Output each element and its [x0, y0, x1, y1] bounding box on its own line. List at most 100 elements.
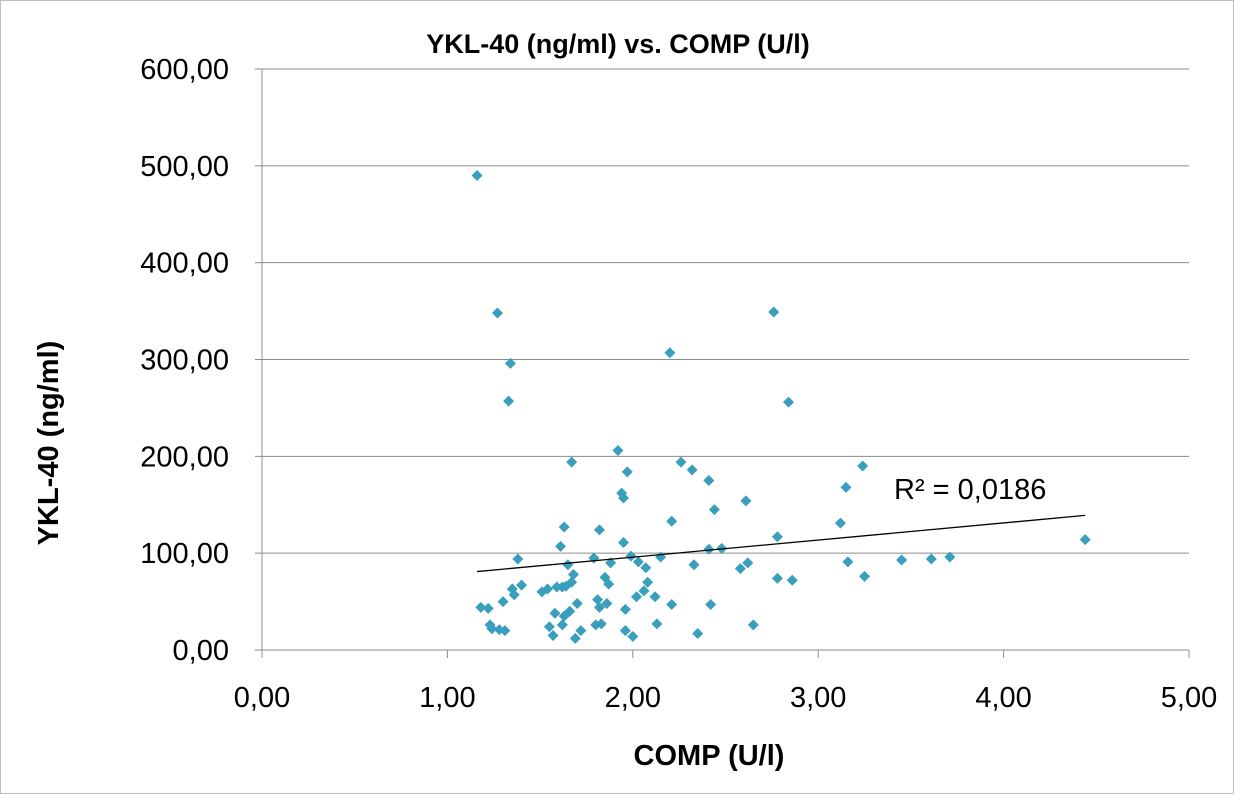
- data-point: [703, 543, 715, 555]
- x-tick-label: 3,00: [790, 682, 846, 714]
- x-tick-label: 4,00: [975, 682, 1031, 714]
- data-point: [666, 598, 678, 610]
- data-point: [747, 619, 759, 631]
- data-point: [475, 601, 487, 613]
- data-point: [575, 625, 587, 637]
- y-axis-title: YKL-40 (ng/ml): [33, 341, 65, 546]
- y-tick-label: 100,00: [140, 538, 229, 570]
- data-point: [592, 594, 604, 606]
- x-tick-label: 1,00: [419, 682, 475, 714]
- data-point: [554, 540, 566, 552]
- data-point: [786, 574, 798, 586]
- data-point: [603, 578, 615, 590]
- data-point: [542, 583, 554, 595]
- y-tick-label: 300,00: [140, 345, 229, 377]
- data-point: [558, 521, 570, 533]
- data-point: [564, 605, 576, 617]
- data-point: [666, 515, 678, 527]
- data-point: [556, 619, 568, 631]
- data-point: [549, 607, 561, 619]
- x-ticks: 0,00 1,00 2,00 3,00 4,00 5,00: [234, 650, 1217, 714]
- data-point: [638, 585, 650, 597]
- data-point: [508, 589, 520, 601]
- data-point: [632, 556, 644, 568]
- data-point: [859, 570, 871, 582]
- data-point: [571, 598, 583, 610]
- y-tick-label: 500,00: [140, 151, 229, 183]
- r-squared-label: R² = 0,0186: [894, 474, 1046, 506]
- x-axis-title: COMP (U/l): [634, 740, 785, 772]
- data-point: [512, 553, 524, 565]
- data-point: [675, 456, 687, 468]
- data-point: [742, 557, 754, 569]
- data-point: [625, 550, 637, 562]
- data-point: [618, 492, 630, 504]
- data-point: [497, 596, 509, 608]
- data-point: [566, 456, 578, 468]
- data-point: [631, 591, 643, 603]
- data-point: [562, 559, 574, 571]
- data-point: [471, 170, 483, 182]
- data-point: [547, 629, 559, 641]
- data-point: [593, 524, 605, 536]
- data-point: [842, 556, 854, 568]
- x-tick-label: 0,00: [234, 682, 290, 714]
- data-point: [499, 625, 511, 637]
- data-point: [896, 554, 908, 566]
- data-point: [491, 307, 503, 319]
- data-point: [618, 537, 630, 549]
- data-point: [686, 464, 698, 476]
- data-point: [588, 552, 600, 564]
- data-point: [705, 598, 717, 610]
- data-point: [595, 618, 607, 630]
- data-point: [771, 572, 783, 584]
- y-tick-label: 400,00: [140, 248, 229, 280]
- data-point: [649, 591, 661, 603]
- data-point: [1079, 534, 1091, 546]
- data-point: [619, 625, 631, 637]
- data-point: [834, 517, 846, 529]
- data-point: [925, 553, 937, 565]
- data-point: [619, 603, 631, 615]
- data-points: [471, 170, 1091, 644]
- data-point: [640, 562, 652, 574]
- gridlines: [255, 68, 1189, 651]
- axes: [261, 69, 1189, 651]
- data-point: [944, 551, 956, 563]
- data-point: [566, 576, 578, 588]
- data-point: [664, 347, 676, 359]
- data-point: [516, 579, 528, 591]
- data-point: [504, 357, 516, 369]
- y-tick-label: 0,00: [173, 635, 229, 667]
- data-point: [703, 475, 715, 487]
- data-point: [642, 576, 654, 588]
- data-point: [688, 559, 700, 571]
- data-point: [503, 395, 515, 407]
- data-point: [543, 621, 555, 633]
- y-tick-label: 200,00: [140, 441, 229, 473]
- data-point: [857, 460, 869, 472]
- data-point: [593, 601, 605, 613]
- trendline: [477, 514, 1086, 573]
- data-point: [486, 623, 498, 635]
- x-tick-label: 2,00: [605, 682, 661, 714]
- data-point: [567, 568, 579, 580]
- chart-title: YKL-40 (ng/ml) vs. COMP (U/l): [426, 29, 810, 59]
- data-point: [601, 598, 613, 610]
- data-point: [771, 531, 783, 543]
- data-point: [651, 618, 663, 630]
- data-point: [768, 306, 780, 318]
- data-point: [627, 630, 639, 642]
- data-point: [621, 466, 633, 478]
- data-point: [783, 396, 795, 408]
- data-point: [840, 481, 852, 493]
- data-point: [734, 563, 746, 575]
- data-point: [482, 602, 494, 614]
- data-point: [551, 581, 563, 593]
- y-ticks: 0,00 100,00 200,00 300,00 400,00 500,00 600,00: [140, 54, 229, 667]
- y-tick-label: 600,00: [140, 54, 229, 86]
- data-point: [692, 628, 704, 640]
- data-point: [612, 445, 624, 457]
